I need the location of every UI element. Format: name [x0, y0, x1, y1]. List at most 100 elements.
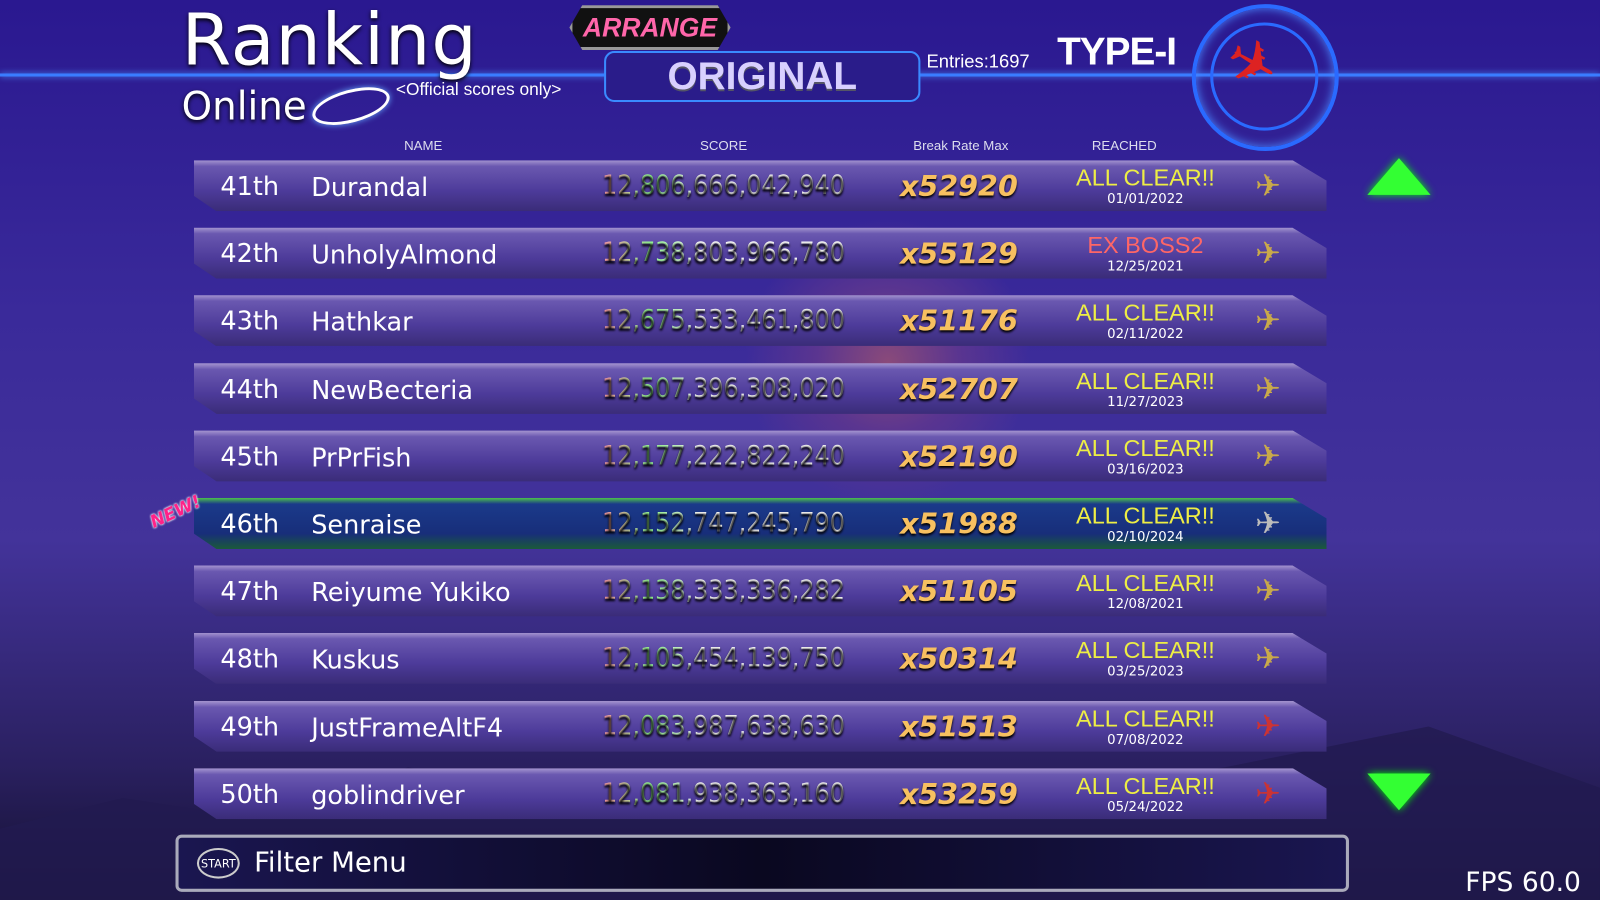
player-name: Senraise — [311, 510, 422, 540]
break-rate: x52190 — [899, 439, 1018, 474]
rank: 48th — [220, 644, 280, 674]
filter-menu-button[interactable]: START Filter Menu — [175, 834, 1349, 892]
ship-emblem: ✈ — [1191, 4, 1339, 152]
score: 12,152,747,245,790 — [602, 508, 845, 539]
reached: ALL CLEAR!! — [1076, 637, 1215, 664]
ship-icon: ✈ — [1255, 168, 1281, 205]
rank: 47th — [220, 576, 280, 607]
page-title: Ranking — [181, 0, 478, 82]
ship-type: TYPE-I — [1057, 30, 1177, 74]
filter-menu-label: Filter Menu — [254, 846, 407, 879]
break-rate: x51176 — [899, 304, 1018, 339]
entries-count: Entries:1697 — [926, 51, 1030, 72]
rank: 46th — [220, 509, 280, 539]
ship-icon: ✈ — [1255, 235, 1281, 272]
ship-icon: ✈ — [1255, 506, 1281, 542]
tab-arrange[interactable]: ARRANGE — [569, 5, 731, 50]
rank: 43th — [220, 306, 280, 337]
column-name: NAME — [404, 137, 443, 154]
reached: EX BOSS2 — [1087, 231, 1204, 259]
player-name: Durandal — [311, 172, 429, 203]
ranking-row[interactable]: 43th Hathkar 12,675,533,461,800 x51176 A… — [193, 295, 1327, 347]
column-rate: Break Rate Max — [913, 137, 1009, 154]
player-name: NewBecteria — [311, 375, 474, 405]
break-rate: x51988 — [899, 507, 1018, 541]
date: 05/24/2022 — [1107, 799, 1184, 816]
date: 07/08/2022 — [1107, 732, 1184, 748]
score: 12,083,987,638,630 — [602, 710, 845, 742]
date: 12/08/2021 — [1107, 597, 1184, 613]
reached: ALL CLEAR!! — [1076, 502, 1215, 529]
score: 12,507,396,308,020 — [602, 373, 845, 404]
date: 03/16/2023 — [1107, 462, 1184, 478]
break-rate: x52707 — [899, 372, 1018, 406]
date: 12/25/2021 — [1107, 259, 1184, 275]
score: 12,738,803,966,780 — [602, 237, 845, 269]
ranking-row[interactable]: 48th Kuskus 12,105,454,139,750 x50314 AL… — [193, 633, 1327, 685]
rank: 42th — [220, 238, 280, 269]
score: 12,081,938,363,160 — [602, 778, 845, 809]
break-rate: x51105 — [899, 574, 1018, 609]
ranking-row[interactable]: 44th NewBecteria 12,507,396,308,020 x527… — [193, 362, 1327, 414]
ship-icon: ✈ — [1255, 303, 1281, 340]
break-rate: x53259 — [899, 777, 1018, 812]
date: 02/10/2024 — [1107, 529, 1184, 545]
break-rate: x52920 — [899, 169, 1018, 204]
column-score: SCORE — [699, 137, 748, 154]
score: 12,806,666,042,940 — [602, 170, 845, 202]
break-rate: x51513 — [899, 709, 1018, 744]
reached: ALL CLEAR!! — [1076, 434, 1215, 462]
ranking-row[interactable]: 42th UnholyAlmond 12,738,803,966,780 x55… — [193, 227, 1327, 279]
start-button-icon: START — [196, 847, 240, 879]
score: 12,675,533,461,800 — [602, 305, 845, 337]
reached: ALL CLEAR!! — [1076, 366, 1215, 394]
reached: ALL CLEAR!! — [1076, 299, 1215, 326]
ranking-row[interactable]: 47th Reiyume Yukiko 12,138,333,336,282 x… — [193, 565, 1327, 617]
score: 12,105,454,139,750 — [602, 643, 845, 674]
break-rate: x50314 — [899, 642, 1018, 676]
reached: ALL CLEAR!! — [1076, 704, 1215, 732]
ranking-row[interactable]: 46th Senraise 12,152,747,245,790 x51988 … — [193, 497, 1327, 549]
rank: 44th — [220, 374, 280, 404]
reached: ALL CLEAR!! — [1076, 164, 1215, 191]
date: 01/01/2022 — [1107, 191, 1184, 208]
reached: ALL CLEAR!! — [1076, 772, 1215, 799]
column-reached: REACHED — [1091, 137, 1157, 154]
tab-original[interactable]: ORIGINAL — [604, 51, 921, 103]
break-rate: x55129 — [899, 236, 1018, 271]
ship-icon: ✈ — [1255, 641, 1281, 677]
reached: ALL CLEAR!! — [1076, 569, 1215, 597]
rank: 45th — [220, 441, 280, 472]
rank: 50th — [220, 779, 280, 809]
online-label: Online — [181, 83, 307, 129]
player-name: goblindriver — [311, 780, 465, 810]
scroll-down-arrow[interactable] — [1367, 773, 1431, 811]
ranking-row[interactable]: 41th Durandal 12,806,666,042,940 x52920 … — [193, 160, 1327, 212]
ship-icon: ✈ — [1255, 776, 1281, 813]
player-name: JustFrameAltF4 — [311, 712, 504, 743]
scroll-up-arrow[interactable] — [1367, 158, 1431, 195]
date: 02/11/2022 — [1107, 326, 1184, 343]
date: 03/25/2023 — [1107, 664, 1184, 680]
ship-icon: ✈ — [1255, 438, 1281, 475]
rank: 49th — [220, 711, 280, 742]
player-name: Hathkar — [311, 307, 413, 338]
ship-icon: ✈ — [1255, 708, 1281, 745]
ranking-row[interactable]: 45th PrPrFish 12,177,222,822,240 x52190 … — [193, 430, 1327, 482]
player-name: Kuskus — [311, 645, 400, 675]
ranking-row[interactable]: 50th goblindriver 12,081,938,363,160 x53… — [193, 768, 1327, 820]
online-ring-icon — [308, 80, 394, 133]
rank: 41th — [220, 171, 280, 202]
score: 12,177,222,822,240 — [602, 440, 845, 472]
score: 12,138,333,336,282 — [602, 575, 845, 607]
player-name: Reiyume Yukiko — [311, 577, 511, 608]
ship-icon: ✈ — [1255, 573, 1281, 610]
player-name: PrPrFish — [311, 442, 412, 473]
fps-counter: FPS 60.0 — [1465, 867, 1581, 898]
player-name: UnholyAlmond — [311, 239, 498, 270]
official-scores-note: <Official scores only> — [395, 79, 562, 99]
date: 11/27/2023 — [1107, 394, 1184, 410]
ship-icon: ✈ — [1255, 371, 1281, 407]
ranking-row[interactable]: 49th JustFrameAltF4 12,083,987,638,630 x… — [193, 700, 1327, 752]
